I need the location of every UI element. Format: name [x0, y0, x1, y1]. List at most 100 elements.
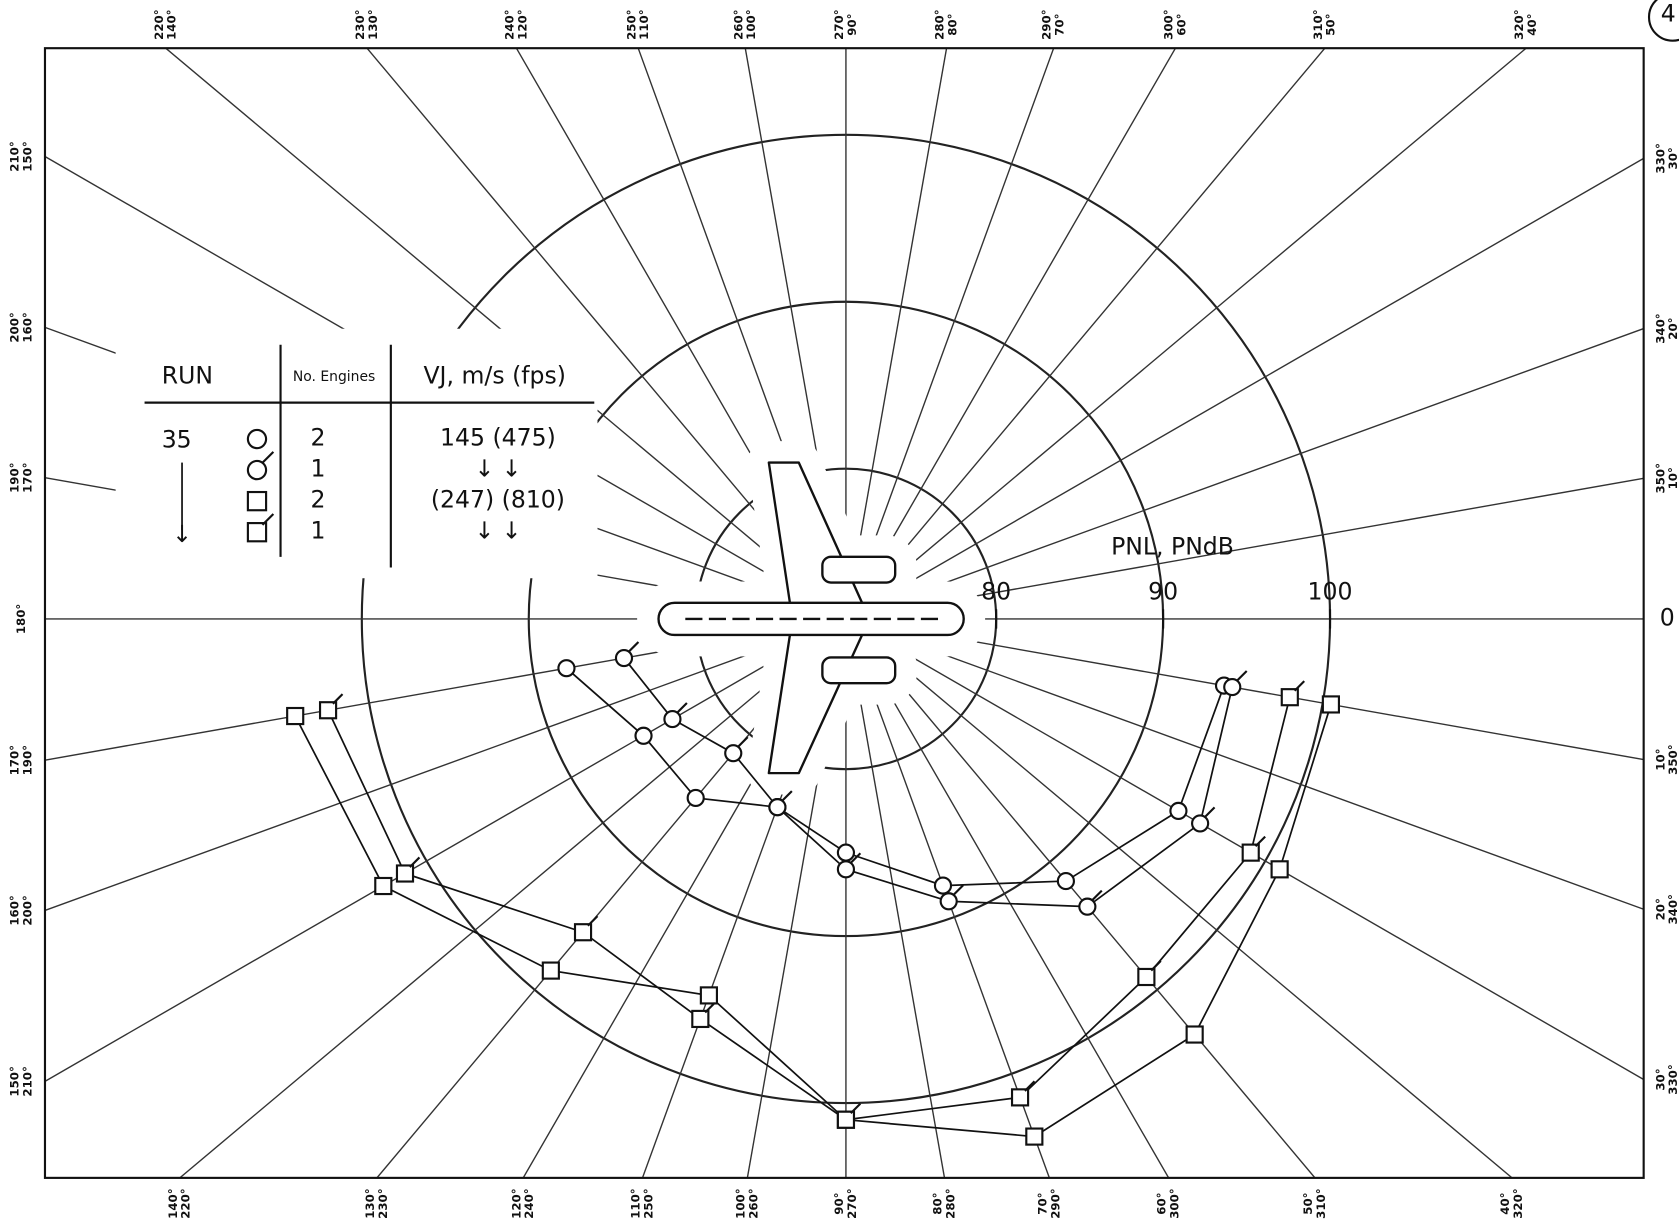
- angle-label: 330°: [1666, 1064, 1679, 1094]
- marker-flag: [1024, 1080, 1036, 1092]
- grid-ray: [845, 618, 946, 1178]
- angle-label: 210°: [20, 1066, 34, 1096]
- marker: [1185, 1025, 1204, 1044]
- angle-label: 30°: [1653, 1068, 1667, 1090]
- marker-flag: [704, 1002, 716, 1014]
- marker: [1025, 1127, 1044, 1146]
- legend-engines: 2: [311, 424, 326, 452]
- angle-label: 340°: [1653, 313, 1667, 343]
- marker-flag: [409, 856, 421, 868]
- angle-label: 150°: [7, 1066, 21, 1096]
- angle-label: 10°: [1653, 748, 1667, 770]
- legend-header: RUN: [162, 361, 213, 389]
- marker-flag: [1254, 835, 1266, 847]
- angle-label: 320°: [1511, 1188, 1525, 1218]
- marker: [1137, 967, 1156, 987]
- grid-ray: [179, 618, 847, 1178]
- radial-axis-label: PNL, PNdB: [1111, 533, 1234, 561]
- marker-flag: [849, 1102, 862, 1115]
- angle-label: 120°: [509, 1188, 523, 1218]
- marker: [634, 726, 653, 745]
- legend-engines: 2: [311, 486, 326, 514]
- angle-label: 260°: [731, 9, 745, 39]
- angle-label: 130°: [366, 9, 380, 39]
- grid-ray: [845, 477, 1644, 620]
- grid-ray: [845, 48, 1177, 620]
- angle-label: 70°: [1035, 1192, 1049, 1214]
- angle-label: 110°: [629, 1188, 643, 1218]
- marker-flag: [676, 702, 688, 714]
- legend-engines: 1: [311, 517, 326, 545]
- marker: [836, 843, 856, 862]
- marker: [246, 459, 268, 481]
- angle-label: 210°: [7, 141, 21, 171]
- angle-label: 250°: [624, 9, 638, 39]
- marker: [318, 701, 338, 720]
- marker-flag: [1204, 806, 1216, 818]
- legend-header: No. Engines: [293, 369, 375, 385]
- angle-label: 70°: [1053, 14, 1067, 36]
- legend-engines: 1: [311, 455, 326, 483]
- grid-ray: [845, 618, 1644, 910]
- marker: [557, 659, 576, 678]
- angle-label: 240°: [502, 9, 516, 39]
- angle-label: 310°: [1311, 9, 1325, 39]
- angle-label: 60°: [1174, 14, 1188, 36]
- marker: [691, 1009, 710, 1029]
- grid-ray: [845, 327, 1644, 620]
- page-number: 4: [1661, 0, 1676, 27]
- marker: [768, 798, 787, 817]
- angle-label: 20°: [1666, 317, 1679, 339]
- angle-label: 170°: [20, 462, 34, 492]
- grid-ray: [845, 48, 1527, 620]
- marker-flag: [261, 513, 275, 526]
- angle-label: 290°: [1048, 1188, 1062, 1218]
- angle-label: 120°: [515, 9, 529, 39]
- angle-label: 190°: [20, 745, 34, 775]
- marker-flag: [1150, 960, 1162, 972]
- marker: [1321, 695, 1340, 714]
- marker-flag: [952, 884, 964, 896]
- marker: [614, 648, 634, 668]
- angle-label: 310°: [1314, 1188, 1328, 1218]
- angle-label: 250°: [641, 1188, 655, 1218]
- marker: [1056, 871, 1075, 891]
- angle-label: 90°: [845, 14, 859, 36]
- radial-tick-label: 100: [1308, 578, 1353, 606]
- angle-label: 20°: [1653, 898, 1667, 920]
- grid-ray: [44, 618, 847, 912]
- marker-flag: [587, 915, 599, 927]
- marker: [286, 706, 305, 726]
- legend: RUN No. Engines VJ, m/s (fps) 35 ↓ 2 145 …: [115, 328, 598, 579]
- angle-label: 200°: [20, 895, 34, 925]
- angle-label: 240°: [522, 1188, 536, 1218]
- marker-flag: [849, 852, 862, 864]
- angle-label: 150°: [20, 141, 34, 171]
- angle-label: 340°: [1666, 894, 1679, 924]
- angle-label: 190°: [7, 462, 21, 492]
- grid-ray: [845, 618, 1644, 761]
- marker: [1270, 860, 1289, 879]
- angle-label: 160°: [20, 312, 34, 342]
- marker-flag: [781, 790, 793, 802]
- angle-label: 50°: [1301, 1192, 1315, 1214]
- grid-ray: [845, 157, 1644, 620]
- marker-flag: [261, 451, 275, 464]
- angle-label: 100°: [733, 1188, 747, 1218]
- angle-label: 260°: [746, 1188, 760, 1218]
- angle-label: 10°: [1666, 467, 1679, 489]
- angle-label: 80°: [931, 1192, 945, 1214]
- marker: [246, 522, 268, 543]
- marker: [541, 961, 560, 980]
- angle-label: 290°: [1040, 9, 1054, 39]
- angle-label: 330°: [1653, 143, 1667, 173]
- marker: [699, 986, 718, 1005]
- marker: [1280, 688, 1299, 707]
- angle-label: 300°: [1168, 1188, 1182, 1218]
- legend-velocity: ↓ ↓: [474, 455, 521, 483]
- angle-label: 110°: [637, 9, 651, 39]
- angle-label: 40°: [1525, 14, 1539, 36]
- marker: [1010, 1088, 1030, 1107]
- angle-label: 80°: [945, 14, 959, 36]
